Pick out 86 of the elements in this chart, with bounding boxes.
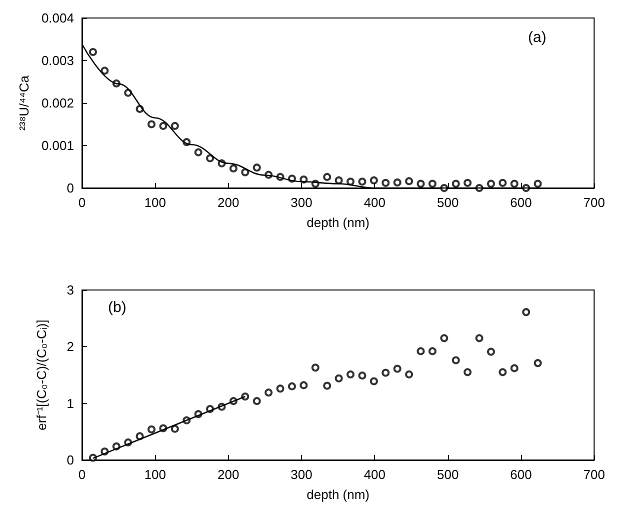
point [487, 180, 495, 188]
point [452, 180, 460, 188]
point [159, 122, 168, 130]
point [393, 178, 402, 186]
y-tick-label: 0.002 [41, 96, 74, 110]
x-tick-label: 500 [436, 195, 459, 210]
point [393, 364, 402, 373]
point [382, 178, 390, 187]
x-tick-label: 100 [144, 195, 166, 210]
point [498, 178, 507, 187]
y-tick-label: 0.003 [41, 53, 74, 68]
x-tick-label: 500 [436, 467, 459, 482]
point [346, 178, 355, 186]
y-axis-title: erf⁻¹[(C₀-C)/(C₀-Cᵢ)] [34, 320, 49, 430]
point [440, 334, 448, 342]
y-tick-label: 0 [66, 180, 74, 196]
y-tick-label: 0.001 [41, 138, 74, 153]
x-axis-title: depth (nm) [306, 487, 370, 502]
point [276, 384, 284, 393]
point [334, 176, 343, 184]
x-tick-label: 700 [583, 195, 606, 210]
point [428, 347, 436, 356]
x-tick-label: 700 [583, 467, 606, 482]
point [534, 359, 542, 368]
point [487, 348, 495, 356]
point [88, 48, 97, 56]
point [510, 180, 518, 188]
point [252, 397, 261, 406]
annotation: (a) [528, 29, 546, 46]
point [148, 120, 156, 128]
point [252, 164, 261, 172]
x-tick-label: 300 [290, 195, 312, 210]
point [464, 178, 472, 187]
point [416, 347, 425, 356]
point [534, 180, 542, 188]
point [416, 180, 425, 188]
point [241, 168, 250, 176]
point [358, 372, 366, 380]
point [452, 356, 460, 364]
point [370, 176, 378, 184]
x-tick-label: 600 [510, 195, 532, 210]
y-axis-title: ²³⁸U/⁴⁴Ca [16, 74, 32, 130]
point [370, 377, 378, 386]
y-tick-label: 1 [66, 396, 74, 411]
point [300, 381, 308, 390]
y-tick-label: 0.004 [41, 10, 74, 26]
point [358, 178, 366, 186]
point [428, 180, 436, 188]
x-tick-label: 100 [144, 467, 166, 482]
x-tick-label: 300 [290, 467, 312, 482]
point [405, 370, 414, 378]
point [475, 334, 484, 342]
x-axis-title: depth (nm) [306, 215, 370, 230]
point [382, 368, 390, 377]
annotation: (b) [108, 299, 126, 316]
point [288, 382, 296, 390]
point [124, 88, 132, 97]
point [334, 374, 343, 382]
point [510, 364, 518, 372]
point [264, 388, 273, 397]
point [464, 368, 472, 376]
point [311, 364, 320, 372]
x-tick-label: 200 [217, 467, 240, 482]
y-tick-label: 2 [66, 339, 74, 354]
x-tick-label: 400 [364, 195, 386, 210]
x-tick-label: 0 [78, 467, 86, 482]
y-tick-label: 3 [66, 282, 74, 298]
point [194, 148, 202, 156]
point [323, 382, 332, 390]
x-tick-label: 200 [217, 195, 240, 210]
point [522, 308, 530, 316]
point [346, 370, 355, 378]
point [498, 368, 507, 376]
point [323, 172, 332, 181]
y-tick-label: 0 [66, 452, 74, 468]
point [170, 122, 179, 130]
point [148, 425, 156, 434]
x-tick-label: 0 [78, 195, 86, 210]
x-tick-label: 600 [510, 467, 532, 482]
point [405, 177, 414, 186]
point [136, 432, 144, 440]
point [229, 164, 238, 172]
point [100, 66, 109, 75]
point [206, 154, 214, 162]
point [170, 424, 179, 433]
x-tick-label: 400 [364, 467, 386, 482]
